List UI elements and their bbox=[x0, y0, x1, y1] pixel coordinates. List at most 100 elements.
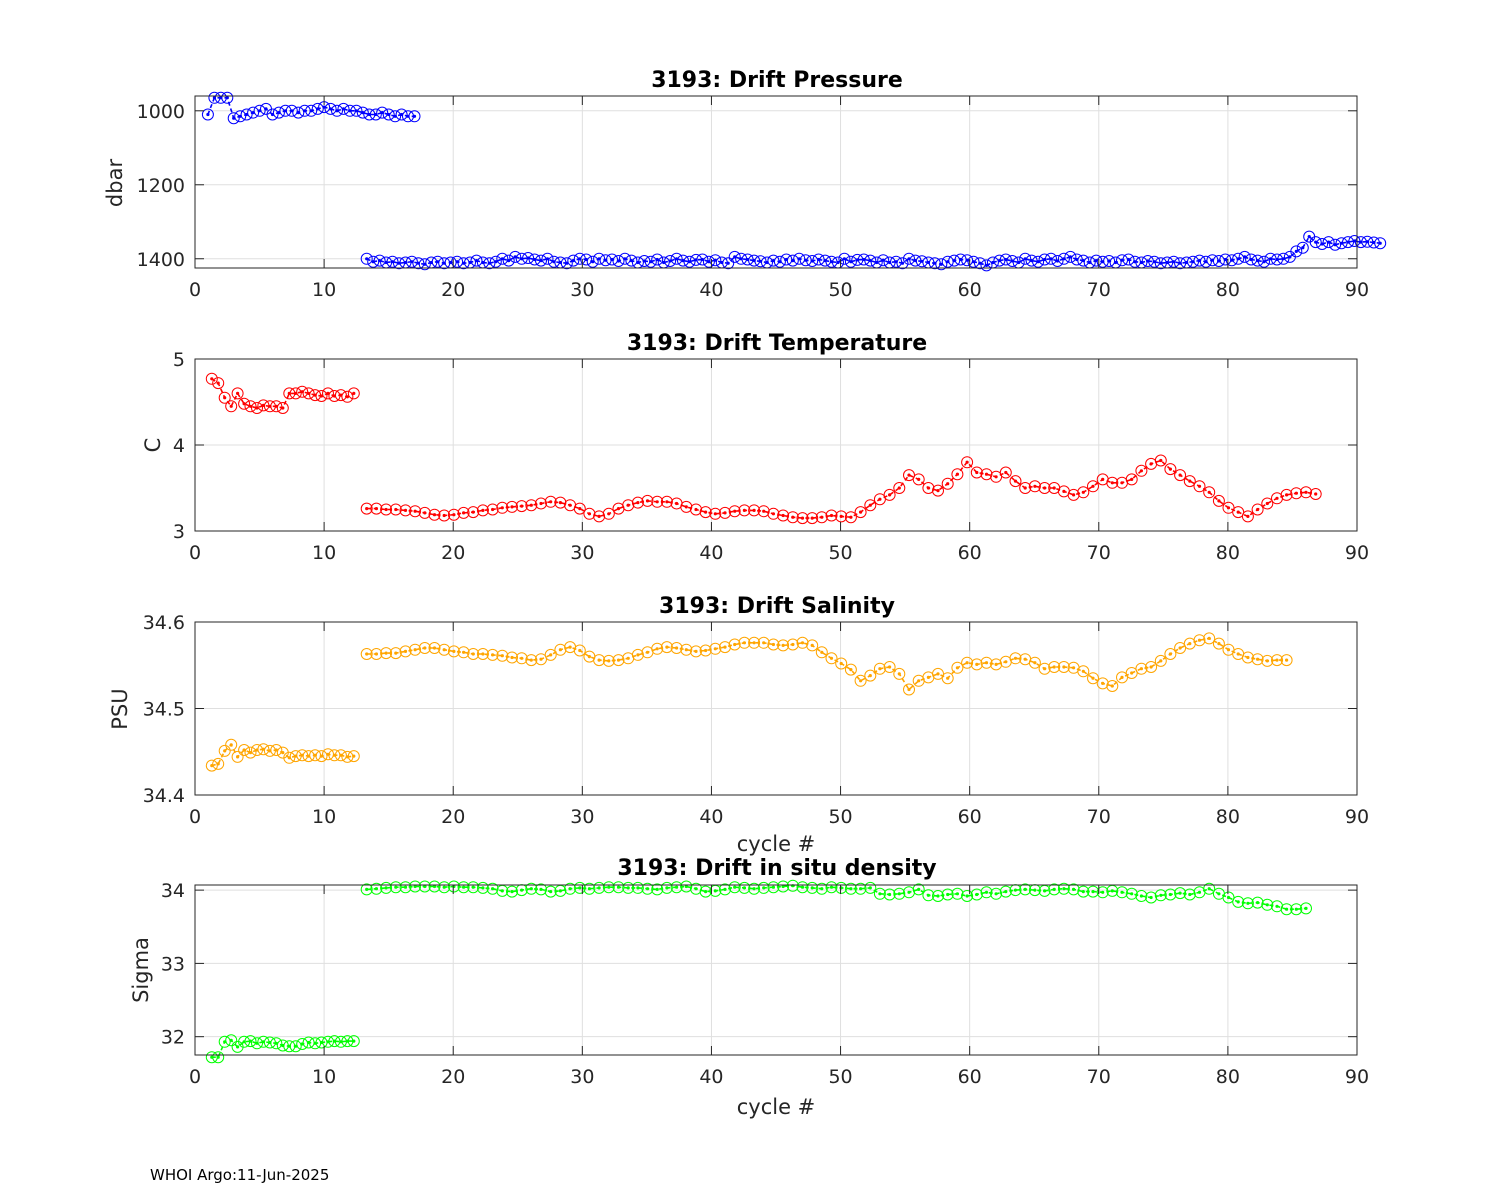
pressure-data-point bbox=[593, 252, 606, 265]
salinity-data-dot bbox=[791, 642, 795, 647]
salinity-data-dot bbox=[771, 642, 776, 647]
temperature-data-dot bbox=[955, 472, 960, 476]
temperature-data-dot bbox=[888, 493, 892, 497]
temperature-data-point bbox=[1232, 506, 1245, 519]
salinity-data-point bbox=[399, 645, 412, 658]
pressure-data-point bbox=[967, 255, 980, 268]
density-data-point bbox=[941, 888, 954, 901]
salinity-data-dot bbox=[352, 754, 356, 758]
temperature-data-point bbox=[1019, 482, 1032, 494]
salinity-xtick-label: 50 bbox=[828, 806, 852, 828]
pressure-data-point bbox=[376, 106, 389, 119]
density-data-point bbox=[680, 880, 693, 893]
temperature-data-point bbox=[515, 500, 528, 513]
pressure-data-point bbox=[1045, 252, 1057, 265]
salinity-data-point bbox=[535, 653, 547, 666]
salinity-data-point bbox=[457, 646, 470, 659]
salinity-data-dot bbox=[597, 658, 601, 662]
temperature-data-dot bbox=[578, 507, 582, 511]
pressure-data-point bbox=[1296, 241, 1309, 254]
pressure-data-point bbox=[773, 255, 786, 268]
density-ytick-label: 32 bbox=[161, 1027, 185, 1049]
temperature-data-point bbox=[1309, 488, 1322, 500]
temperature-data-dot bbox=[936, 489, 940, 493]
temperature-data-dot bbox=[859, 510, 863, 514]
density-data-point bbox=[270, 1037, 283, 1050]
salinity-data-dot bbox=[781, 643, 785, 648]
salinity-data-point bbox=[709, 642, 722, 655]
pressure-data-point bbox=[227, 112, 240, 125]
temperature-data-point bbox=[251, 402, 263, 414]
salinity-series-line bbox=[366, 637, 1287, 691]
salinity-data-dot bbox=[655, 647, 659, 651]
pressure-data-point bbox=[489, 255, 502, 268]
density-data-dot bbox=[1130, 892, 1134, 896]
pressure-data-point bbox=[382, 108, 395, 121]
temperature-data-dot bbox=[345, 395, 349, 399]
temperature-data-dot bbox=[1081, 490, 1085, 494]
density-data-point bbox=[1251, 896, 1264, 909]
temperature-data-point bbox=[418, 506, 431, 519]
density-data-dot bbox=[1023, 887, 1027, 892]
salinity-data-point bbox=[389, 647, 402, 660]
temperature-data-dot bbox=[1265, 501, 1269, 506]
salinity-data-point bbox=[1193, 634, 1206, 647]
pressure-data-point bbox=[1329, 238, 1342, 251]
temperature-data-point bbox=[399, 504, 412, 517]
salinity-data-dot bbox=[1246, 655, 1250, 660]
temperature-data-dot bbox=[281, 406, 285, 410]
density-data-point bbox=[583, 882, 596, 895]
pressure-data-point bbox=[612, 255, 625, 267]
salinity-data-point bbox=[680, 643, 693, 656]
pressure-data-point bbox=[625, 254, 638, 267]
density-data-point bbox=[786, 879, 799, 892]
salinity-data-dot bbox=[1139, 667, 1143, 671]
salinity-data-point bbox=[283, 751, 296, 764]
density-data-dot bbox=[578, 886, 582, 890]
temperature-data-dot bbox=[539, 501, 543, 506]
salinity-data-point bbox=[719, 641, 731, 654]
density-data-dot bbox=[984, 890, 989, 894]
pressure-data-point bbox=[896, 257, 909, 270]
pressure-data-dot bbox=[507, 259, 511, 263]
density-data-dot bbox=[1197, 890, 1202, 894]
temperature-data-point bbox=[276, 402, 289, 414]
salinity-data-dot bbox=[626, 656, 630, 660]
pressure-data-point bbox=[405, 255, 418, 268]
temperature-data-point bbox=[1183, 475, 1196, 488]
temperature-data-point bbox=[932, 484, 944, 497]
density-xtick-label: 40 bbox=[699, 1066, 723, 1088]
density-data-point bbox=[457, 881, 470, 894]
salinity-data-dot bbox=[1120, 675, 1124, 680]
temperature-data-point bbox=[903, 469, 915, 482]
salinity-data-point bbox=[1154, 654, 1167, 667]
temperature-data-point bbox=[370, 502, 383, 515]
density-data-dot bbox=[1207, 887, 1211, 891]
density-data-dot bbox=[675, 885, 679, 889]
salinity-data-dot bbox=[694, 649, 698, 654]
density-data-dot bbox=[965, 894, 969, 898]
salinity-data-dot bbox=[471, 652, 475, 656]
salinity-data-point bbox=[786, 638, 799, 651]
temperature-xtick-label: 60 bbox=[958, 542, 982, 564]
density-data-dot bbox=[352, 1039, 356, 1043]
salinity-data-point bbox=[806, 639, 819, 652]
density-data-point bbox=[447, 880, 460, 893]
salinity-data-point bbox=[1241, 651, 1254, 664]
pressure-data-dot bbox=[494, 260, 498, 264]
pressure-title: 3193: Drift Pressure bbox=[651, 68, 903, 93]
density-data-point bbox=[1183, 888, 1196, 901]
density-data-dot bbox=[229, 1038, 233, 1042]
density-xtick-label: 0 bbox=[189, 1066, 201, 1088]
density-data-point bbox=[951, 887, 964, 900]
salinity-xtick-label: 80 bbox=[1216, 806, 1240, 828]
salinity-data-point bbox=[1174, 642, 1187, 654]
pressure-data-point bbox=[253, 104, 266, 117]
density-data-point bbox=[399, 881, 412, 894]
salinity-data-dot bbox=[1168, 652, 1172, 656]
density-data-dot bbox=[752, 887, 756, 891]
density-axes-box bbox=[194, 884, 1358, 1056]
density-xtick-label: 70 bbox=[1087, 1066, 1111, 1088]
density-data-dot bbox=[1236, 900, 1240, 904]
density-data-point bbox=[1222, 891, 1235, 904]
